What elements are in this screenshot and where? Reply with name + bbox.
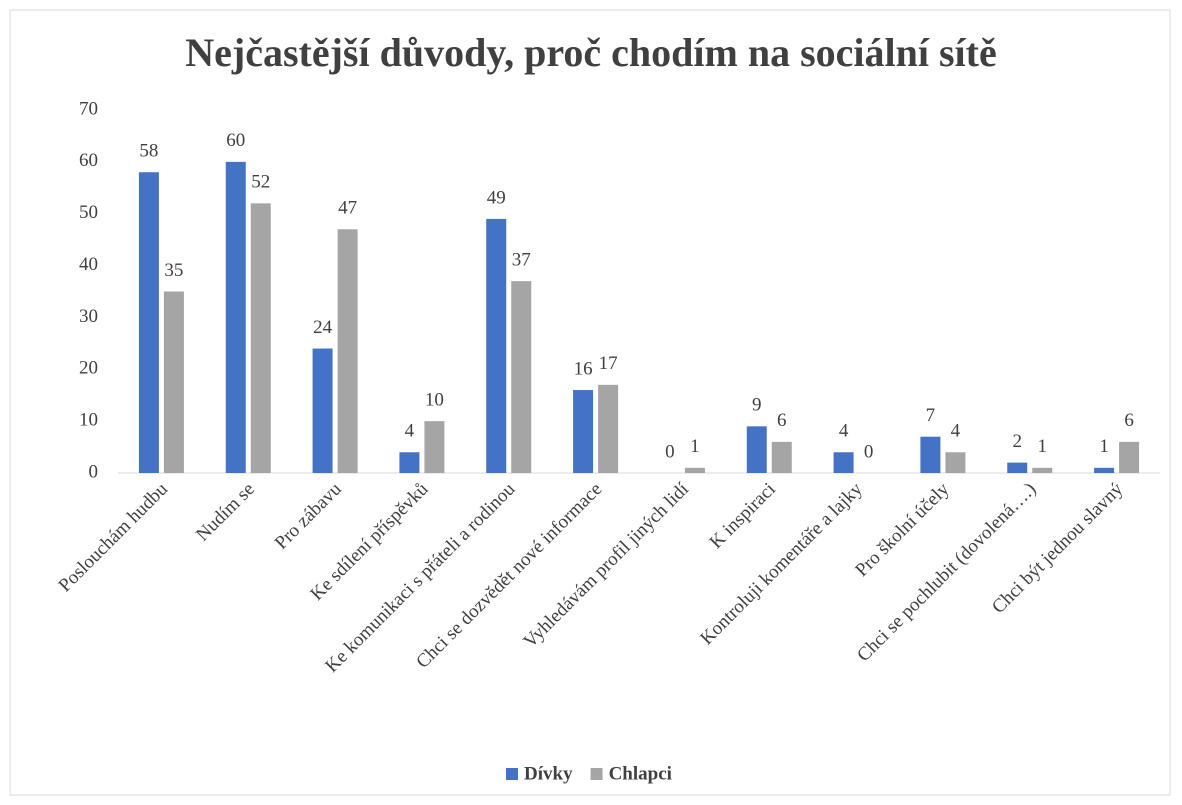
- bar: [920, 436, 941, 473]
- bar: [771, 441, 792, 473]
- data-label: 0: [665, 441, 675, 462]
- data-label: 16: [574, 358, 593, 379]
- data-label: 24: [313, 317, 333, 338]
- data-label: 10: [425, 390, 444, 411]
- bar: [486, 218, 507, 473]
- bar: [225, 161, 246, 473]
- bar: [1032, 467, 1053, 473]
- data-label: 4: [951, 421, 961, 442]
- data-label: 6: [777, 410, 787, 431]
- data-label: 49: [487, 187, 506, 208]
- bar: [573, 390, 594, 473]
- data-label: 2: [1013, 431, 1023, 452]
- data-label: 60: [226, 130, 245, 151]
- bar: [424, 421, 445, 473]
- data-label: 0: [864, 441, 874, 462]
- legend-label: Dívky: [524, 763, 573, 784]
- y-tick-label: 70: [79, 98, 98, 119]
- data-label: 6: [1124, 410, 1134, 431]
- bar: [511, 281, 532, 473]
- y-tick-label: 20: [79, 358, 98, 379]
- legend-swatch: [506, 768, 518, 780]
- bar: [598, 384, 619, 473]
- bar: [833, 452, 854, 473]
- data-label: 35: [164, 260, 183, 281]
- bar: [945, 452, 966, 473]
- data-label: 47: [338, 198, 357, 219]
- data-label: 17: [599, 353, 618, 374]
- data-label: 9: [752, 395, 762, 416]
- y-tick-label: 60: [79, 150, 98, 171]
- data-label: 58: [139, 141, 158, 162]
- bar: [163, 291, 184, 473]
- bar: [1007, 462, 1028, 473]
- bar: [1119, 441, 1140, 473]
- bar: [746, 426, 767, 473]
- data-label: 1: [1038, 436, 1048, 457]
- data-label: 1: [1099, 436, 1109, 457]
- bar: [399, 452, 420, 473]
- bar: [250, 203, 271, 474]
- bar: [684, 467, 705, 473]
- y-tick-label: 40: [79, 254, 98, 275]
- data-label: 52: [251, 172, 270, 193]
- data-label: 7: [926, 405, 936, 426]
- legend-label: Chlapci: [609, 763, 672, 784]
- y-tick-label: 50: [79, 202, 98, 223]
- bar: [138, 172, 159, 473]
- bar: [337, 229, 358, 473]
- y-tick-label: 0: [89, 461, 99, 482]
- bar: [312, 348, 333, 473]
- y-tick-label: 10: [79, 410, 98, 431]
- y-tick-label: 30: [79, 306, 98, 327]
- bar: [1094, 467, 1115, 473]
- chart-title: Nejčastější důvody, proč chodím na sociá…: [185, 30, 997, 75]
- data-label: 37: [512, 249, 531, 270]
- legend-swatch: [590, 768, 603, 780]
- data-label: 1: [690, 436, 700, 457]
- data-label: 4: [839, 421, 849, 442]
- data-label: 4: [405, 421, 415, 442]
